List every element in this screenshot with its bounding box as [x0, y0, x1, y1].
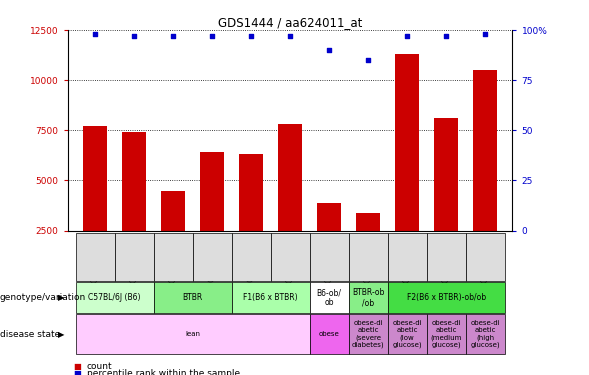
Text: ■: ■: [74, 369, 81, 375]
Text: disease state: disease state: [0, 330, 60, 339]
Text: genotype/variation: genotype/variation: [0, 293, 86, 302]
Text: B6-ob/
ob: B6-ob/ ob: [317, 288, 342, 308]
Point: [325, 47, 334, 53]
Point: [207, 33, 217, 39]
Bar: [317, 202, 341, 231]
Text: ▶: ▶: [58, 330, 65, 339]
Bar: [474, 70, 497, 231]
Bar: [123, 132, 145, 231]
Bar: [356, 213, 380, 231]
Point: [441, 33, 451, 39]
Bar: [279, 124, 302, 231]
Text: F2(B6 x BTBR)-ob/ob: F2(B6 x BTBR)-ob/ob: [406, 293, 486, 302]
Bar: [161, 190, 185, 231]
Text: BTBR: BTBR: [183, 293, 203, 302]
Point: [168, 33, 178, 39]
Bar: [239, 154, 263, 231]
Title: GDS1444 / aa624011_at: GDS1444 / aa624011_at: [218, 16, 362, 29]
Text: BTBR-ob
/ob: BTBR-ob /ob: [352, 288, 384, 308]
Bar: [200, 152, 224, 231]
Text: obese-di
abetic
(medium
glucose): obese-di abetic (medium glucose): [431, 320, 462, 348]
Text: percentile rank within the sample: percentile rank within the sample: [87, 369, 240, 375]
Point: [130, 33, 139, 39]
Text: obese-di
abetic
(low
glucose): obese-di abetic (low glucose): [392, 320, 422, 348]
Point: [481, 31, 490, 37]
Text: C57BL/6J (B6): C57BL/6J (B6): [88, 293, 141, 302]
Text: obese: obese: [319, 331, 339, 337]
Bar: [395, 54, 419, 231]
Point: [246, 33, 256, 39]
Text: ■: ■: [74, 362, 81, 371]
Text: obese-di
abetic
(high
glucose): obese-di abetic (high glucose): [470, 320, 500, 348]
Point: [363, 57, 373, 63]
Point: [285, 33, 294, 39]
Text: F1(B6 x BTBR): F1(B6 x BTBR): [243, 293, 298, 302]
Point: [402, 33, 412, 39]
Text: ▶: ▶: [58, 293, 65, 302]
Bar: [435, 118, 458, 231]
Point: [90, 31, 100, 37]
Text: count: count: [87, 362, 112, 371]
Bar: [83, 126, 107, 231]
Text: obese-di
abetic
(severe
diabetes): obese-di abetic (severe diabetes): [352, 320, 385, 348]
Text: lean: lean: [185, 331, 200, 337]
